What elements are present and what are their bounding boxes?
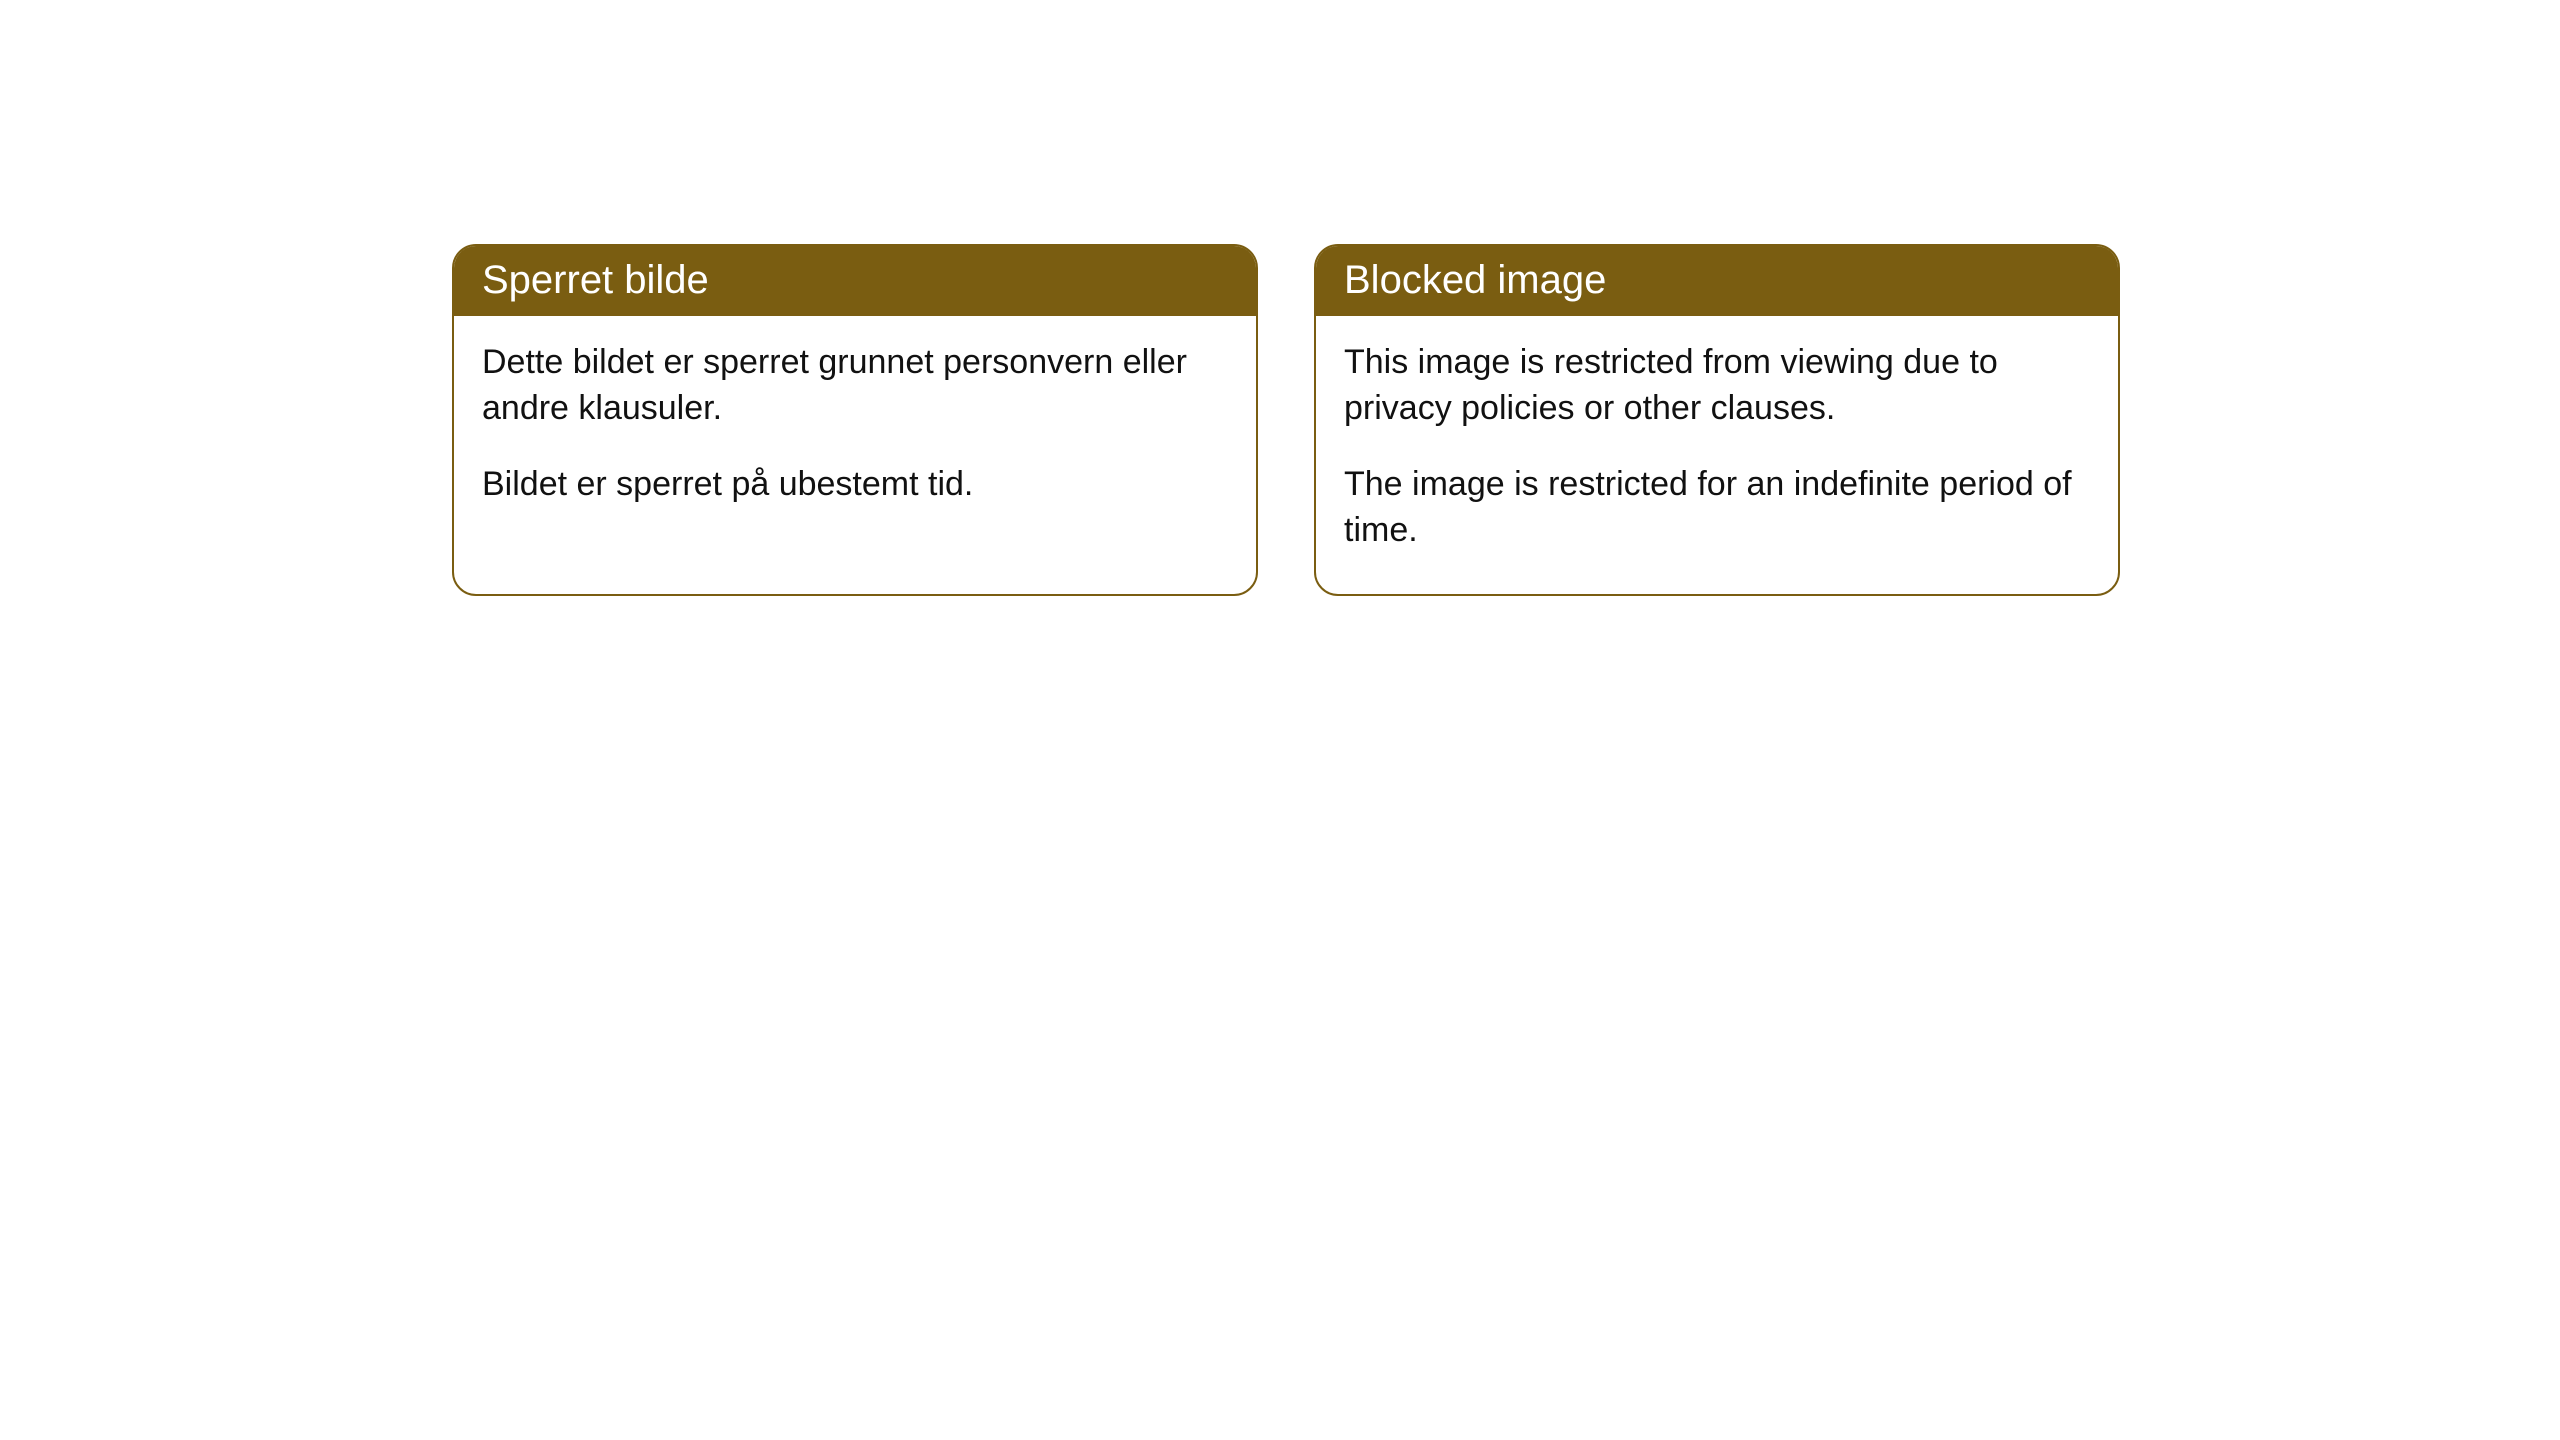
notice-body: Dette bildet er sperret grunnet personve… [454, 316, 1256, 548]
notice-card-english: Blocked image This image is restricted f… [1314, 244, 2120, 596]
notice-body: This image is restricted from viewing du… [1316, 316, 2118, 594]
notice-text-line: Bildet er sperret på ubestemt tid. [482, 462, 1228, 508]
notice-text-line: This image is restricted from viewing du… [1344, 340, 2090, 432]
notice-card-norwegian: Sperret bilde Dette bildet er sperret gr… [452, 244, 1258, 596]
notice-title: Sperret bilde [454, 246, 1256, 316]
notices-container: Sperret bilde Dette bildet er sperret gr… [0, 0, 2560, 596]
notice-text-line: Dette bildet er sperret grunnet personve… [482, 340, 1228, 432]
notice-text-line: The image is restricted for an indefinit… [1344, 462, 2090, 554]
notice-title: Blocked image [1316, 246, 2118, 316]
